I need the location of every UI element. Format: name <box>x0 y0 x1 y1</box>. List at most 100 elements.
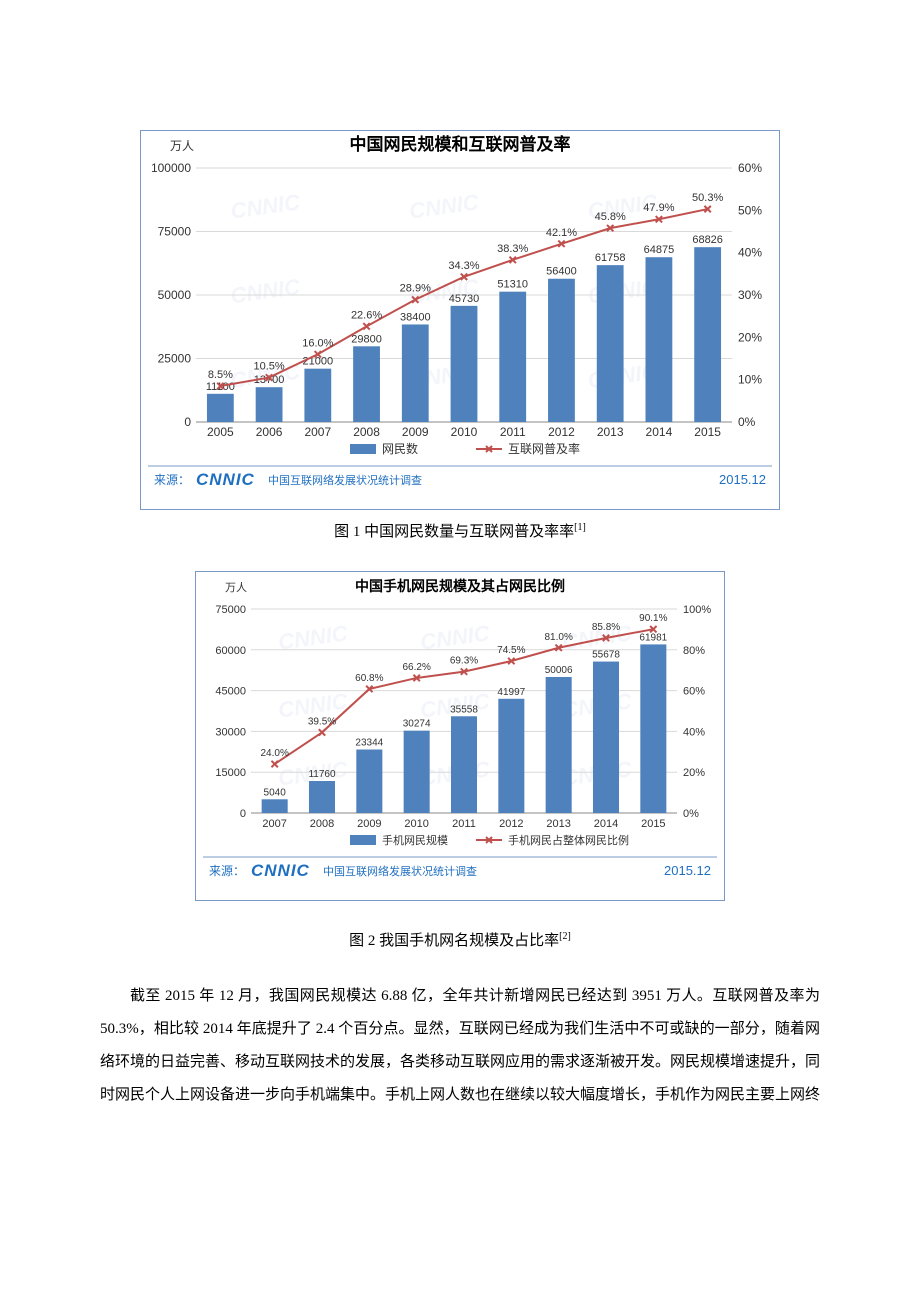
svg-text:2011: 2011 <box>500 425 526 439</box>
svg-text:21000: 21000 <box>303 356 334 368</box>
svg-text:来源：: 来源： <box>209 864 245 878</box>
svg-text:24.0%: 24.0% <box>260 748 288 759</box>
svg-text:74.5%: 74.5% <box>497 645 525 656</box>
svg-text:30274: 30274 <box>403 719 431 730</box>
svg-text:2008: 2008 <box>353 425 380 439</box>
svg-text:20%: 20% <box>683 767 705 779</box>
svg-text:20%: 20% <box>738 330 762 344</box>
svg-text:0: 0 <box>240 808 246 820</box>
svg-text:42.1%: 42.1% <box>546 227 577 239</box>
svg-text:45.8%: 45.8% <box>595 211 626 223</box>
svg-text:41997: 41997 <box>497 687 525 698</box>
svg-text:2015.12: 2015.12 <box>664 863 711 878</box>
svg-text:2012: 2012 <box>548 425 575 439</box>
paragraph-text: 截至 2015 年 12 月，我国网民规模达 6.88 亿，全年共计新增网民已经… <box>100 980 820 1112</box>
svg-text:手机网民占整体网民比例: 手机网民占整体网民比例 <box>508 833 629 847</box>
svg-text:90.1%: 90.1% <box>639 613 667 624</box>
svg-text:中国互联网络发展状况统计调查: 中国互联网络发展状况统计调查 <box>268 473 422 487</box>
svg-text:0%: 0% <box>738 415 756 429</box>
svg-text:CNNIC: CNNIC <box>196 470 255 489</box>
svg-text:40%: 40% <box>738 246 762 260</box>
svg-text:CNNIC: CNNIC <box>251 861 310 880</box>
svg-text:5040: 5040 <box>264 787 287 798</box>
svg-text:47.9%: 47.9% <box>643 202 674 214</box>
svg-text:2009: 2009 <box>402 425 429 439</box>
svg-text:38.3%: 38.3% <box>497 243 528 255</box>
svg-text:85.8%: 85.8% <box>592 622 620 633</box>
svg-text:2015.12: 2015.12 <box>719 472 766 487</box>
svg-text:16.0%: 16.0% <box>302 337 333 349</box>
svg-text:2015: 2015 <box>641 818 665 830</box>
svg-text:中国网民规模和互联网普及率: 中国网民规模和互联网普及率 <box>350 134 571 154</box>
svg-text:50000: 50000 <box>158 288 192 302</box>
caption-2-sup: [2] <box>559 931 571 942</box>
svg-text:60000: 60000 <box>215 645 246 657</box>
svg-text:2007: 2007 <box>262 818 286 830</box>
svg-text:2014: 2014 <box>594 818 618 830</box>
svg-text:25000: 25000 <box>158 352 192 366</box>
svg-text:2013: 2013 <box>546 818 570 830</box>
svg-text:35558: 35558 <box>450 704 478 715</box>
svg-text:39.5%: 39.5% <box>308 716 336 727</box>
caption-2-text: 图 2 我国手机网名规模及占比率 <box>349 933 559 949</box>
caption-1: 图 1 中国网民数量与互联网普及率率[1] <box>100 520 820 541</box>
svg-text:中国手机网民规模及其占网民比例: 中国手机网民规模及其占网民比例 <box>355 578 565 594</box>
svg-text:2009: 2009 <box>357 818 381 830</box>
svg-text:100000: 100000 <box>151 161 191 175</box>
svg-text:75000: 75000 <box>215 604 246 616</box>
svg-text:45000: 45000 <box>215 686 246 698</box>
caption-1-sup: [1] <box>574 522 586 533</box>
svg-text:30000: 30000 <box>215 726 246 738</box>
svg-text:75000: 75000 <box>158 225 192 239</box>
svg-text:15000: 15000 <box>215 767 246 779</box>
svg-text:2005: 2005 <box>207 425 234 439</box>
svg-text:23344: 23344 <box>355 738 383 749</box>
svg-text:互联网普及率: 互联网普及率 <box>508 441 580 456</box>
svg-text:50006: 50006 <box>545 665 573 676</box>
svg-text:64875: 64875 <box>644 244 675 256</box>
chart1-container: CNNICCNNICCNNICCNNICCNNICCNNICCNNICCNNIC… <box>140 130 780 510</box>
svg-text:68826: 68826 <box>692 234 723 246</box>
chart2-svg: CNNICCNNICCNNICCNNICCNNICCNNICCNNICCNNIC… <box>195 571 725 901</box>
svg-text:万人: 万人 <box>170 139 194 153</box>
svg-text:22.6%: 22.6% <box>351 309 382 321</box>
svg-text:80%: 80% <box>683 645 705 657</box>
body-paragraph: 截至 2015 年 12 月，我国网民规模达 6.88 亿，全年共计新增网民已经… <box>100 980 820 1112</box>
chart1-svg: CNNICCNNICCNNICCNNICCNNICCNNICCNNICCNNIC… <box>140 130 780 510</box>
svg-text:11760: 11760 <box>308 769 336 780</box>
svg-text:66.2%: 66.2% <box>402 662 430 673</box>
caption-2: 图 2 我国手机网名规模及占比率[2] <box>100 929 820 950</box>
svg-text:50.3%: 50.3% <box>692 192 723 204</box>
svg-text:81.0%: 81.0% <box>544 632 572 643</box>
svg-text:45730: 45730 <box>449 293 480 305</box>
svg-text:来源：: 来源： <box>154 473 190 487</box>
svg-text:万人: 万人 <box>225 581 247 594</box>
svg-text:34.3%: 34.3% <box>448 260 479 272</box>
svg-text:29800: 29800 <box>351 333 382 345</box>
svg-text:60%: 60% <box>738 161 762 175</box>
svg-text:2015: 2015 <box>694 425 721 439</box>
svg-text:51310: 51310 <box>497 279 528 291</box>
svg-text:2006: 2006 <box>256 425 283 439</box>
svg-text:69.3%: 69.3% <box>450 656 478 667</box>
svg-text:50%: 50% <box>738 203 762 217</box>
svg-text:10.5%: 10.5% <box>253 361 284 373</box>
svg-text:2010: 2010 <box>451 425 478 439</box>
svg-text:手机网民规模: 手机网民规模 <box>382 833 448 847</box>
svg-text:61758: 61758 <box>595 252 626 264</box>
chart2-container: CNNICCNNICCNNICCNNICCNNICCNNICCNNICCNNIC… <box>195 571 725 901</box>
svg-text:2014: 2014 <box>646 425 673 439</box>
svg-text:56400: 56400 <box>546 266 577 278</box>
svg-text:61981: 61981 <box>639 632 667 643</box>
document-page: CNNICCNNICCNNICCNNICCNNICCNNICCNNICCNNIC… <box>0 0 920 1172</box>
svg-text:60.8%: 60.8% <box>355 673 383 684</box>
svg-text:28.9%: 28.9% <box>400 283 431 295</box>
svg-text:55678: 55678 <box>592 650 620 661</box>
svg-text:100%: 100% <box>683 604 711 616</box>
svg-text:40%: 40% <box>683 726 705 738</box>
svg-text:2007: 2007 <box>304 425 331 439</box>
svg-text:2012: 2012 <box>499 818 523 830</box>
svg-text:2008: 2008 <box>310 818 334 830</box>
svg-text:60%: 60% <box>683 686 705 698</box>
svg-text:8.5%: 8.5% <box>208 369 233 381</box>
